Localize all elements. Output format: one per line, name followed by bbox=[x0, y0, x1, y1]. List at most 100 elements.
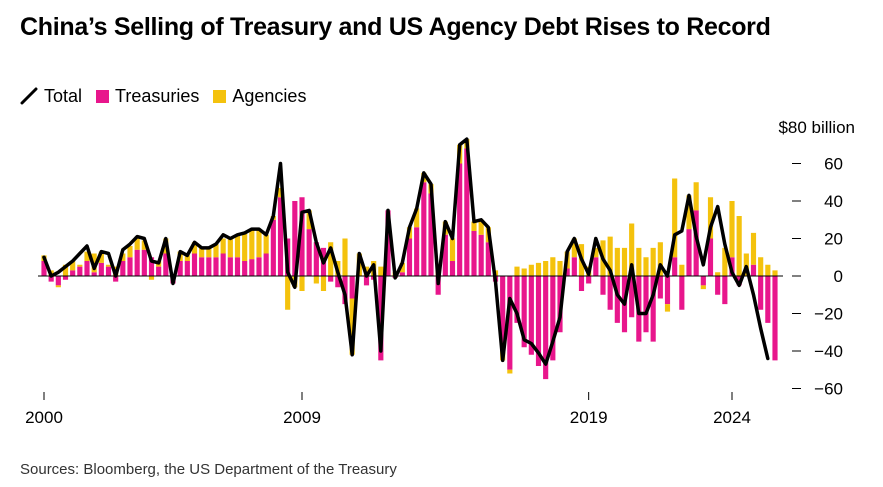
bar-treasuries bbox=[299, 197, 305, 276]
bar-treasuries bbox=[163, 253, 169, 276]
bar-treasuries bbox=[614, 276, 620, 323]
bar-treasuries bbox=[457, 163, 463, 276]
y-tick-label: 0 bbox=[834, 267, 843, 286]
bar-treasuries bbox=[722, 276, 728, 305]
bar-agencies bbox=[693, 182, 699, 211]
bar-agencies bbox=[98, 251, 104, 263]
bar-agencies bbox=[320, 276, 327, 291]
bar-agencies bbox=[277, 187, 284, 198]
bar-treasuries bbox=[156, 266, 162, 276]
bar-agencies bbox=[478, 219, 484, 235]
bar-treasuries bbox=[98, 262, 104, 276]
bar-treasuries bbox=[84, 261, 90, 276]
bar-treasuries bbox=[77, 266, 83, 276]
bar-treasuries bbox=[277, 197, 284, 276]
legend-swatch-agencies bbox=[213, 89, 227, 103]
bar-treasuries bbox=[528, 276, 534, 355]
bar-treasuries bbox=[700, 276, 706, 286]
bar-agencies bbox=[62, 264, 69, 276]
bar-agencies bbox=[621, 247, 628, 276]
bar-treasuries bbox=[148, 257, 155, 276]
bar-treasuries bbox=[500, 276, 506, 351]
legend-swatch-treasuries bbox=[96, 89, 110, 103]
bar-agencies bbox=[736, 216, 742, 276]
y-tick-label: 40 bbox=[824, 192, 843, 211]
bar-agencies bbox=[758, 257, 764, 276]
bar-agencies bbox=[134, 236, 140, 250]
bar-agencies bbox=[507, 369, 513, 374]
bar-agencies bbox=[471, 221, 477, 231]
bar-agencies bbox=[550, 257, 556, 276]
bar-agencies bbox=[650, 247, 656, 276]
bar-agencies bbox=[77, 264, 83, 267]
bar-treasuries bbox=[199, 257, 205, 276]
bar-agencies bbox=[679, 264, 685, 276]
bar-treasuries bbox=[120, 261, 126, 276]
bar-agencies bbox=[607, 236, 613, 276]
bar-treasuries bbox=[184, 261, 190, 276]
bar-treasuries bbox=[485, 242, 491, 276]
bar-treasuries bbox=[249, 259, 255, 276]
bar-treasuries bbox=[521, 276, 527, 348]
y-tick-label: −20 bbox=[814, 305, 843, 324]
bar-agencies bbox=[750, 232, 757, 265]
bar-agencies bbox=[571, 238, 577, 258]
bar-treasuries bbox=[306, 229, 312, 276]
bar-treasuries bbox=[220, 253, 226, 276]
bar-agencies bbox=[772, 270, 778, 276]
bar-agencies bbox=[765, 264, 771, 276]
bar-agencies bbox=[715, 272, 721, 276]
bar-agencies bbox=[514, 266, 520, 276]
bar-agencies bbox=[206, 247, 212, 258]
y-axis-unit-label: $80 billion bbox=[778, 118, 855, 137]
bar-treasuries bbox=[206, 257, 212, 276]
bar-agencies bbox=[148, 276, 155, 280]
bar-agencies bbox=[543, 261, 549, 276]
bar-treasuries bbox=[242, 261, 248, 276]
bar-treasuries bbox=[464, 148, 470, 276]
bar-agencies bbox=[141, 240, 147, 250]
bar-treasuries bbox=[550, 276, 556, 361]
bar-treasuries bbox=[48, 276, 54, 282]
bar-agencies bbox=[105, 264, 112, 267]
legend-line-icon bbox=[20, 87, 38, 105]
bar-agencies bbox=[127, 246, 133, 258]
bar-agencies bbox=[120, 253, 126, 261]
bar-treasuries bbox=[715, 276, 721, 295]
x-tick-label: 2019 bbox=[570, 408, 608, 427]
bar-agencies bbox=[70, 261, 76, 271]
bar-treasuries bbox=[449, 261, 456, 276]
bar-agencies bbox=[672, 178, 678, 258]
bar-treasuries bbox=[292, 201, 298, 276]
source-note: Sources: Bloomberg, the US Department of… bbox=[20, 461, 397, 478]
total-line bbox=[42, 137, 770, 366]
bar-treasuries bbox=[564, 268, 570, 276]
bar-treasuries bbox=[478, 234, 484, 276]
bar-treasuries bbox=[672, 257, 678, 276]
bar-treasuries bbox=[263, 253, 269, 276]
bar-agencies bbox=[328, 242, 334, 276]
bar-treasuries bbox=[471, 231, 477, 276]
bar-agencies bbox=[313, 276, 319, 284]
bar-agencies bbox=[84, 251, 90, 261]
bar-agencies bbox=[722, 247, 728, 276]
y-tick-label: −60 bbox=[814, 380, 843, 399]
bar-agencies bbox=[664, 304, 671, 312]
x-tick-label: 2009 bbox=[283, 408, 321, 427]
bar-agencies bbox=[220, 238, 226, 254]
bar-treasuries bbox=[750, 264, 757, 276]
legend: Total Treasuries Agencies bbox=[20, 85, 320, 107]
bar-agencies bbox=[535, 262, 542, 276]
bar-treasuries bbox=[758, 276, 764, 310]
bar-treasuries bbox=[707, 238, 714, 276]
bar-agencies bbox=[729, 201, 735, 258]
bar-treasuries bbox=[127, 257, 133, 276]
bar-agencies bbox=[299, 276, 305, 291]
legend-label-total: Total bbox=[44, 85, 83, 106]
bar-treasuries bbox=[177, 261, 183, 276]
x-tick-label: 2000 bbox=[25, 408, 63, 427]
bar-agencies bbox=[686, 195, 692, 230]
bar-treasuries bbox=[593, 257, 599, 276]
bar-agencies bbox=[629, 223, 635, 276]
bar-treasuries bbox=[600, 276, 606, 295]
